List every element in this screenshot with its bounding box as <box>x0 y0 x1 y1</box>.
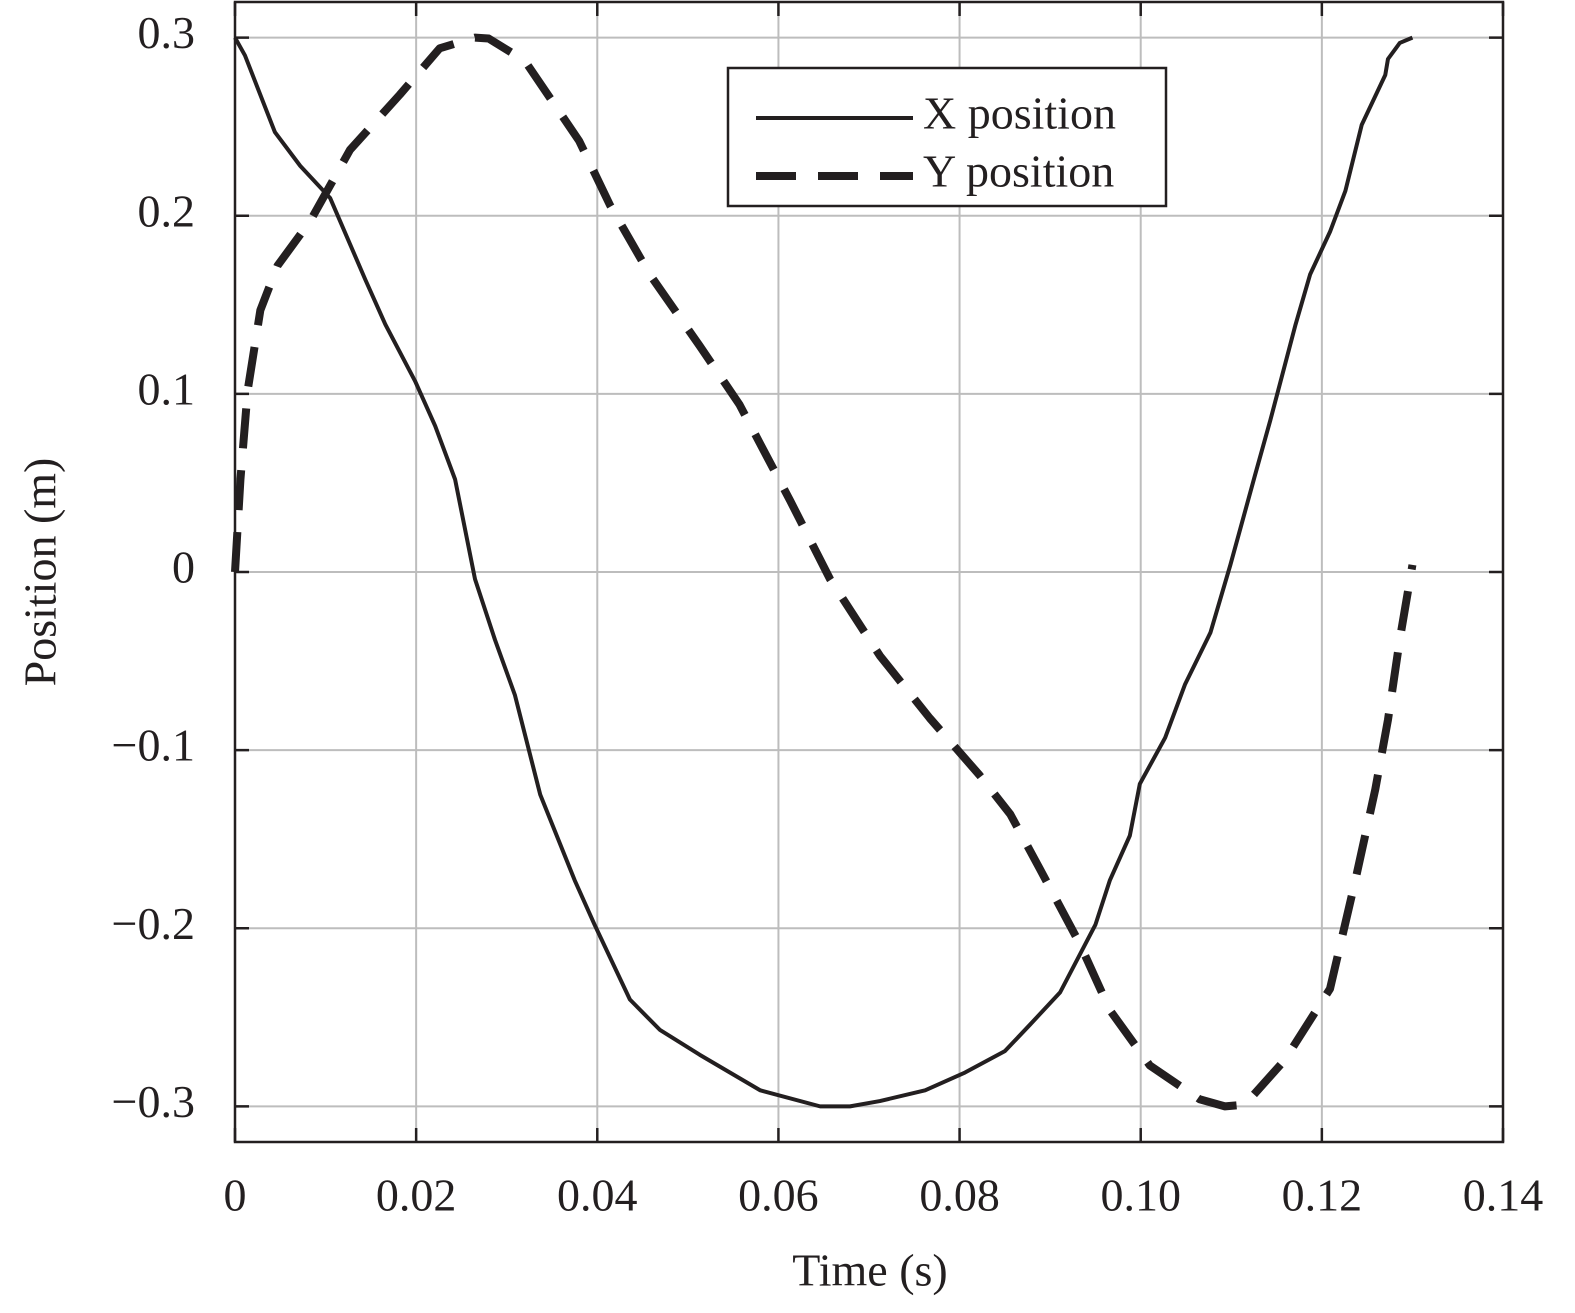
x-tick-label: 0.08 <box>919 1170 1000 1221</box>
x-tick-label: 0.12 <box>1282 1170 1363 1221</box>
y-tick-label: −0.2 <box>112 898 195 949</box>
y-tick-label: −0.1 <box>112 720 195 771</box>
legend-box <box>726 66 1168 208</box>
legend-label: Y position <box>923 146 1114 197</box>
x-tick-label: 0.14 <box>1463 1170 1544 1221</box>
data-line <box>231 33 1417 1111</box>
x-tick-label: 0.02 <box>376 1170 457 1221</box>
x-tick-label: 0.06 <box>738 1170 819 1221</box>
legend-label: X position <box>923 88 1116 139</box>
y-tick-label: 0 <box>172 542 195 593</box>
data-line <box>233 35 1414 1109</box>
x-tick-label: 0.10 <box>1100 1170 1181 1221</box>
y-tick-label: 0.2 <box>138 185 196 236</box>
x-tick-label: 0 <box>224 1170 247 1221</box>
y-axis-label: Position (m) <box>15 458 66 687</box>
y-tick-label: 0.1 <box>138 363 196 414</box>
x-tick-label: 0.04 <box>557 1170 638 1221</box>
y-tick-label: −0.3 <box>112 1076 195 1127</box>
y-tick-label: 0.3 <box>138 7 196 58</box>
x-axis-label: Time (s) <box>792 1245 948 1296</box>
